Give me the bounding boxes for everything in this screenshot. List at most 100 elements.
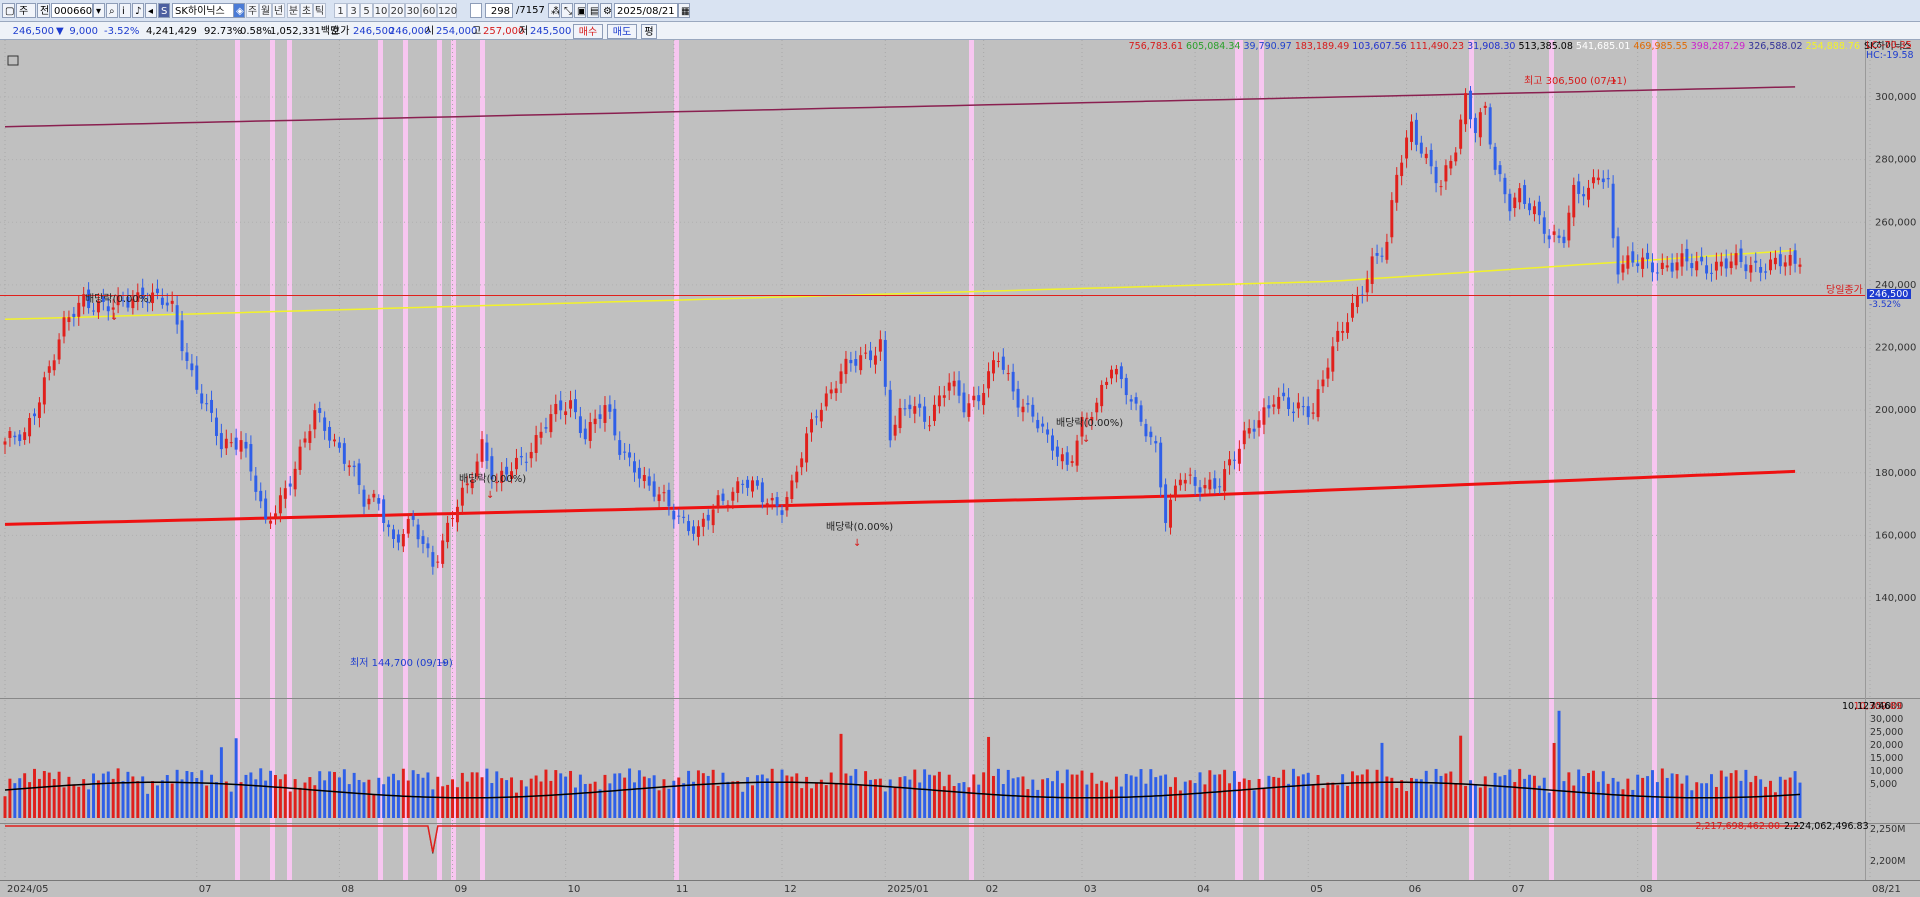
- volume-bar: [406, 780, 410, 818]
- custom-interval-input[interactable]: [470, 3, 482, 18]
- date-input[interactable]: 2025/08/21: [614, 3, 678, 18]
- volume-bar: [775, 782, 779, 818]
- sound-icon[interactable]: ♪: [132, 3, 144, 18]
- settings-icon[interactable]: ⚙: [600, 3, 612, 18]
- volume-bar: [824, 785, 828, 818]
- period-year[interactable]: 년: [272, 3, 285, 18]
- volume-bar: [1567, 772, 1571, 818]
- candle-body: [1710, 272, 1713, 274]
- volume-bar: [1606, 783, 1610, 818]
- candle-body: [1724, 258, 1728, 269]
- volume-bar: [1537, 785, 1541, 818]
- candle-body: [1626, 255, 1630, 269]
- candle-body: [1351, 302, 1354, 318]
- volume-bar: [1060, 783, 1064, 818]
- volume-bar: [8, 778, 12, 818]
- candle-body: [382, 499, 386, 523]
- volume-bar: [795, 773, 799, 818]
- interval-20[interactable]: 20: [389, 3, 405, 18]
- candle-body: [1159, 442, 1163, 488]
- code-input[interactable]: 000660: [51, 3, 93, 18]
- buy-button[interactable]: 매수: [573, 24, 603, 39]
- lock-icon[interactable]: ▣: [574, 3, 586, 18]
- sell-button[interactable]: 매도: [607, 24, 637, 39]
- candle-body: [1385, 241, 1389, 260]
- period-tick[interactable]: 틱: [313, 3, 326, 18]
- volume-bar: [1198, 772, 1202, 818]
- interval-30[interactable]: 30: [405, 3, 421, 18]
- candle-body: [1114, 368, 1118, 375]
- bar-count-input[interactable]: 298: [485, 3, 513, 18]
- volume-bar: [947, 774, 951, 818]
- period-week[interactable]: 주: [246, 3, 259, 18]
- interval-120[interactable]: 120: [437, 3, 457, 18]
- panel-config-icon[interactable]: [7, 55, 19, 66]
- volume-bar: [269, 770, 273, 818]
- volume-bar: [328, 771, 332, 818]
- volume-bar: [1690, 790, 1694, 818]
- close-line-label: 당일종가: [1826, 284, 1863, 296]
- prev-icon[interactable]: ◂: [145, 3, 157, 18]
- candle-body: [269, 520, 273, 524]
- volume-bar: [755, 775, 759, 818]
- candle-body: [1272, 404, 1276, 407]
- price-chart[interactable]: 140,000 160,000 180,000 200,000 220,000 240,0…: [0, 40, 1920, 897]
- period-second[interactable]: 초: [300, 3, 313, 18]
- period-toggle-icon[interactable]: ◈: [233, 3, 245, 18]
- candle-body: [431, 552, 435, 567]
- volume-bar: [382, 784, 386, 818]
- candle-body: [1503, 177, 1507, 195]
- quote-change-pct: -3.52%: [104, 26, 140, 37]
- volume-bar: [1562, 781, 1566, 818]
- volume-bar: [682, 783, 686, 818]
- mode2-select[interactable]: 전: [37, 3, 50, 18]
- volume-bar: [352, 772, 356, 818]
- candle-body: [952, 380, 956, 387]
- dropdown-icon[interactable]: ▾: [93, 3, 105, 18]
- toolbar: ▢ 주 전 000660 ▾ ⌕ i ♪ ◂ S SK하이닉스 ◈ 주 월 년 …: [0, 0, 1920, 22]
- mode1-select[interactable]: 주: [16, 3, 36, 18]
- info-icon[interactable]: i: [119, 3, 131, 18]
- flat-button[interactable]: 평: [641, 24, 657, 39]
- volume-bar: [942, 786, 946, 818]
- volume-bar: [72, 784, 76, 818]
- date-tick-label: 04: [1197, 884, 1210, 895]
- zoom-out-icon[interactable]: ⤡: [561, 3, 573, 18]
- obv-tick-label: 2,200M: [1870, 856, 1905, 867]
- candle-body: [544, 427, 548, 429]
- layout-icon[interactable]: ▢: [2, 3, 15, 18]
- volume-bar: [155, 785, 159, 818]
- volume-bar: [1498, 776, 1502, 818]
- candle-body: [878, 339, 882, 352]
- zoom-in-icon[interactable]: ⁂: [548, 3, 560, 18]
- candle-body: [1478, 112, 1482, 138]
- date-tick-label: 10: [568, 884, 581, 895]
- candle-body: [603, 405, 607, 423]
- period-minute[interactable]: 분: [287, 3, 300, 18]
- candle-body: [500, 470, 504, 483]
- candle-body: [741, 483, 745, 485]
- period-month[interactable]: 월: [259, 3, 272, 18]
- interval-3[interactable]: 3: [347, 3, 360, 18]
- interval-5[interactable]: 5: [360, 3, 373, 18]
- volume-bar: [996, 768, 1000, 818]
- volume-bar: [372, 794, 376, 818]
- lc-label: LC:-70.35: [1866, 40, 1912, 51]
- volume-bar: [82, 779, 86, 818]
- save-icon[interactable]: ▤: [587, 3, 599, 18]
- volume-bar: [519, 780, 523, 818]
- interval-10[interactable]: 10: [373, 3, 389, 18]
- volume-bar: [957, 783, 961, 818]
- calendar-icon[interactable]: ▦: [678, 3, 690, 18]
- candle-body: [377, 498, 381, 504]
- interval-60[interactable]: 60: [421, 3, 437, 18]
- candle-body: [957, 380, 961, 396]
- volume-bar: [1291, 768, 1295, 818]
- candle-body: [274, 513, 277, 518]
- volume-bar: [224, 781, 228, 818]
- volume-bar: [1252, 790, 1256, 818]
- volume-bar: [1036, 789, 1040, 818]
- search-icon[interactable]: ⌕: [106, 3, 118, 18]
- volume-bar: [1100, 780, 1104, 818]
- interval-1[interactable]: 1: [334, 3, 347, 18]
